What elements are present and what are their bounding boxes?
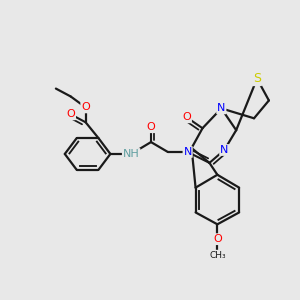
- Text: N: N: [184, 147, 192, 157]
- Text: O: O: [182, 112, 191, 122]
- Text: CH₃: CH₃: [209, 250, 226, 260]
- Text: S: S: [253, 72, 261, 85]
- Text: O: O: [213, 234, 222, 244]
- Text: O: O: [147, 122, 155, 132]
- Text: N: N: [220, 145, 229, 155]
- Text: NH: NH: [123, 149, 140, 159]
- Text: O: O: [66, 109, 75, 119]
- Text: N: N: [217, 103, 226, 113]
- Text: O: O: [81, 102, 90, 112]
